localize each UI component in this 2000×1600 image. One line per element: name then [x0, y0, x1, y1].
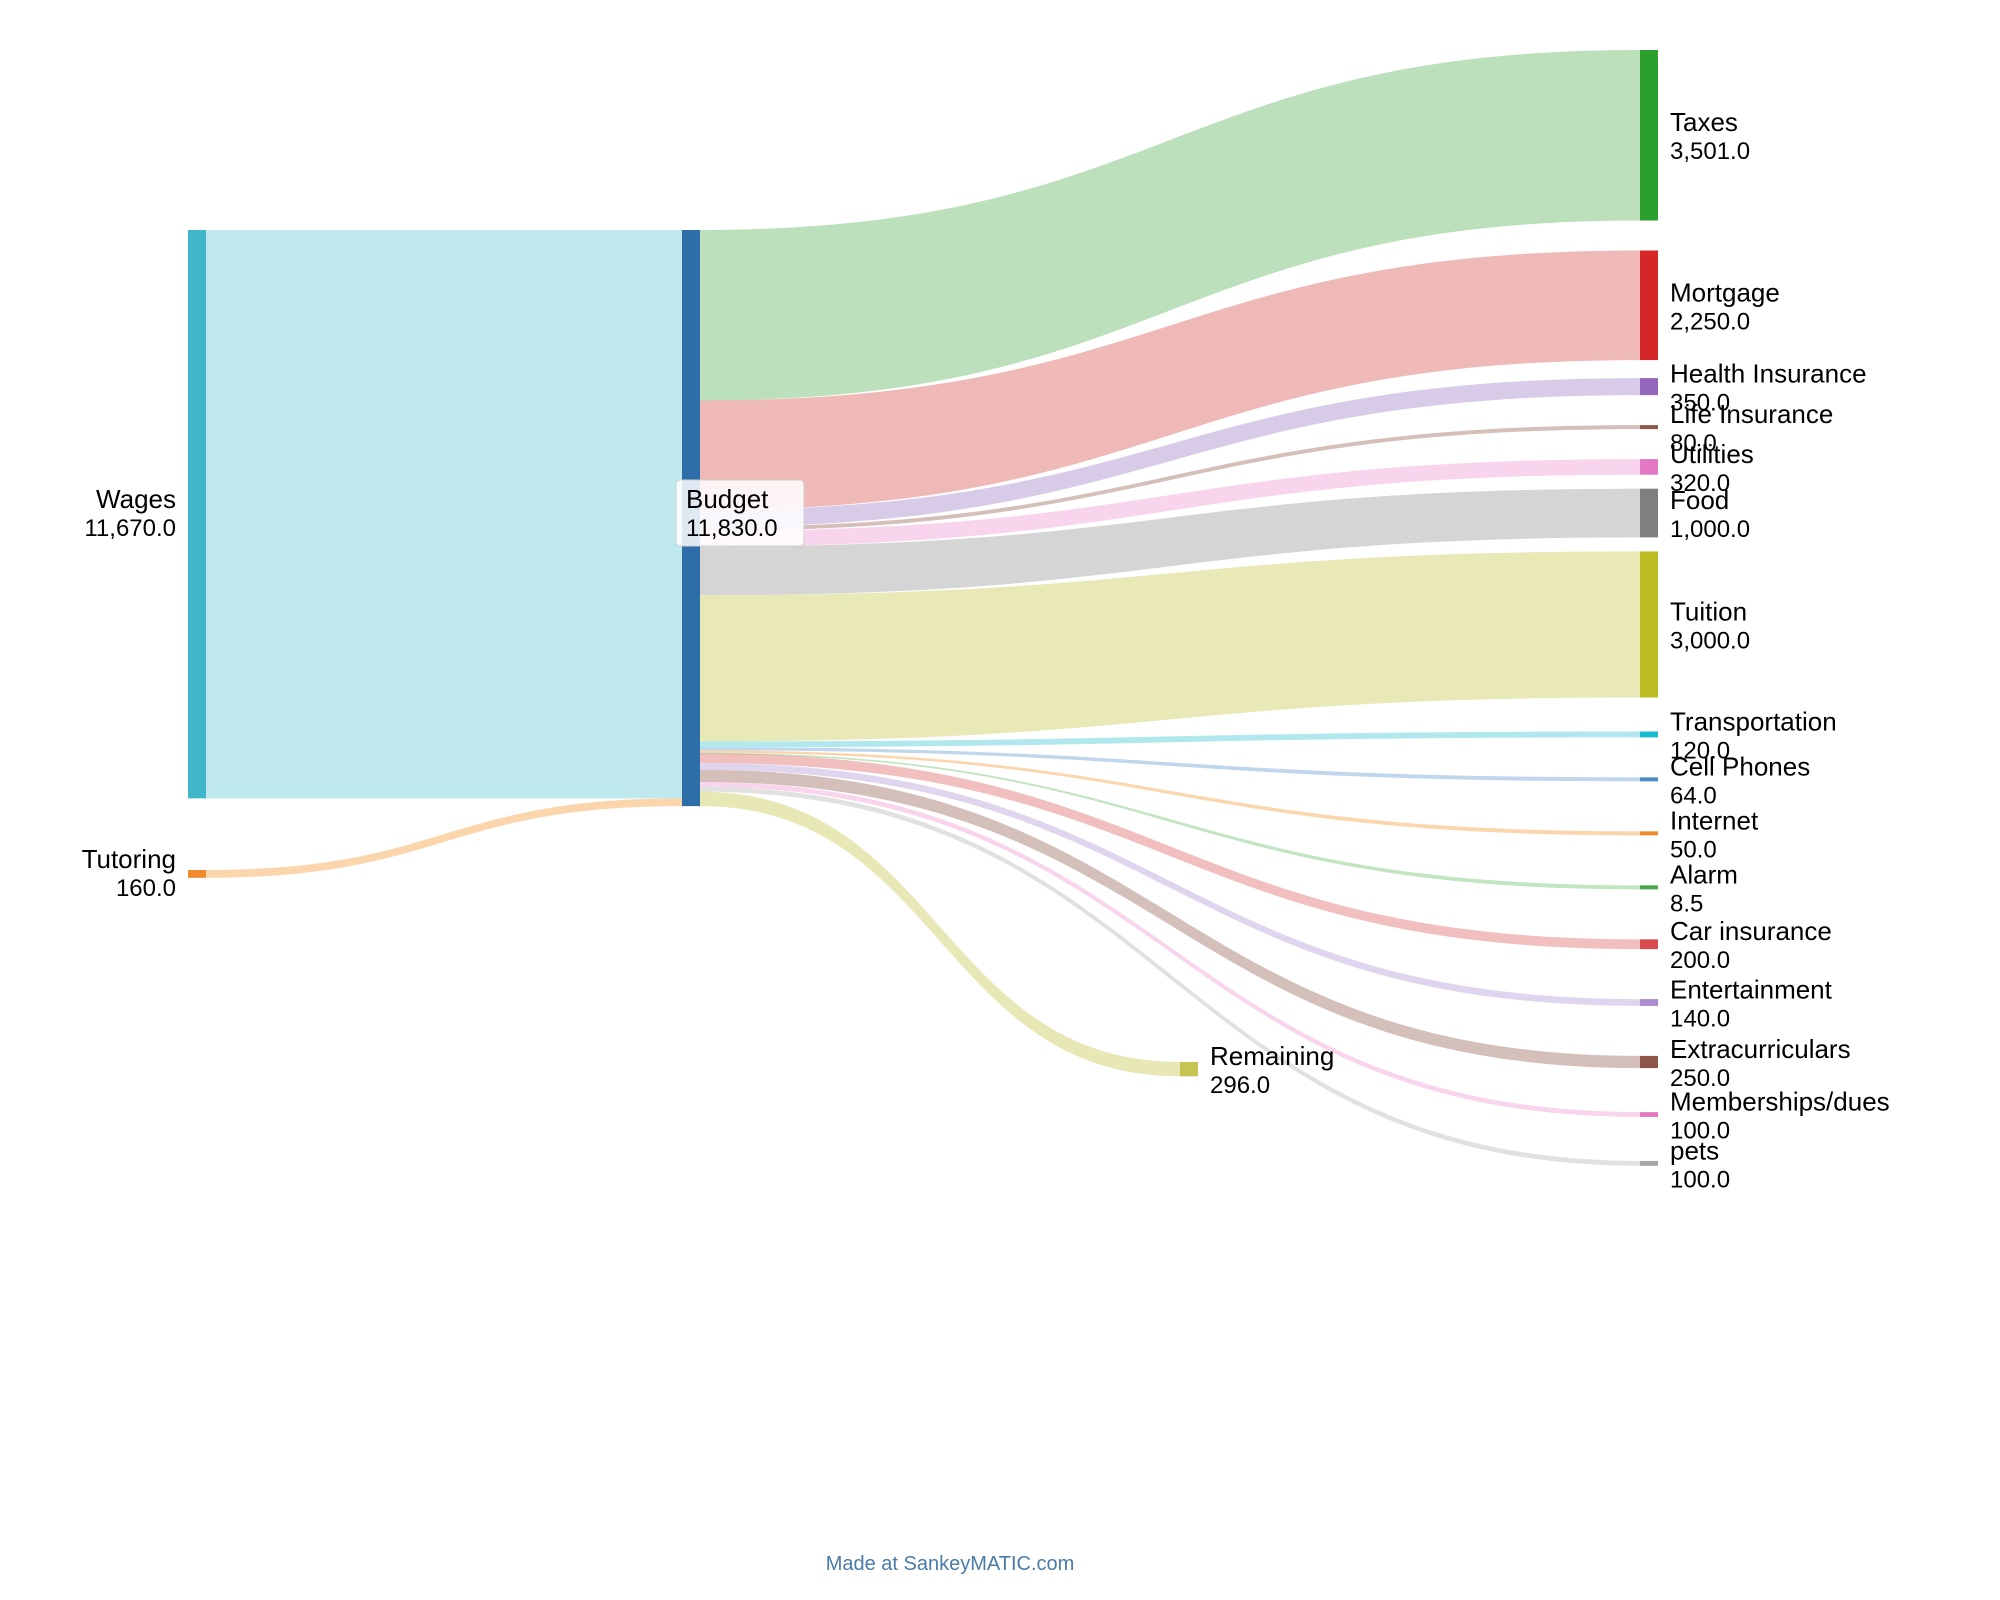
- label-internet: Internet: [1670, 805, 1759, 835]
- label-taxes: Taxes: [1670, 107, 1738, 137]
- label-pets: pets: [1670, 1135, 1719, 1165]
- label-budget: Budget: [686, 484, 769, 514]
- node-remaining: [1180, 1062, 1198, 1076]
- label-extracurr: Extracurriculars: [1670, 1034, 1851, 1064]
- value-wages: 11,670.0: [84, 515, 176, 542]
- link-wages-budget: [206, 230, 682, 798]
- label-tuition: Tuition: [1670, 596, 1747, 626]
- attribution: Made at SankeyMATIC.com: [826, 1553, 1075, 1575]
- value-budget: 11,830.0: [686, 515, 778, 542]
- label-remaining: Remaining: [1210, 1041, 1334, 1071]
- label-healthins: Health Insurance: [1670, 359, 1867, 389]
- value-pets: 100.0: [1670, 1166, 1730, 1193]
- label-carins: Car insurance: [1670, 916, 1832, 946]
- node-tuition: [1640, 551, 1658, 697]
- value-tuition: 3,000.0: [1670, 627, 1750, 654]
- value-mortgage: 2,250.0: [1670, 308, 1750, 335]
- value-taxes: 3,501.0: [1670, 138, 1750, 165]
- label-tutoring: Tutoring: [82, 844, 176, 874]
- link-budget-extracurr: [700, 770, 1640, 1068]
- links-group: [206, 50, 1640, 1166]
- node-healthins: [1640, 378, 1658, 395]
- sankey-diagram: Wages11,670.0 Tutoring160.0 Budget11,830.0…: [0, 0, 2000, 1600]
- value-entertain: 140.0: [1670, 1005, 1730, 1032]
- node-alarm: [1640, 885, 1658, 889]
- node-lifeins: [1640, 425, 1658, 429]
- node-taxes: [1640, 50, 1658, 220]
- node-entertain: [1640, 999, 1658, 1006]
- node-memberships: [1640, 1112, 1658, 1117]
- label-cellphones: Cell Phones: [1670, 751, 1810, 781]
- link-budget-remaining: [700, 792, 1180, 1077]
- node-food: [1640, 489, 1658, 538]
- value-alarm: 8.5: [1670, 890, 1703, 917]
- label-memberships: Memberships/dues: [1670, 1087, 1890, 1117]
- node-transport: [1640, 732, 1658, 738]
- node-utilities: [1640, 459, 1658, 475]
- node-internet: [1640, 831, 1658, 835]
- label-food: Food: [1670, 485, 1729, 515]
- label-utilities: Utilities: [1670, 439, 1754, 469]
- label-wages: Wages: [96, 484, 176, 514]
- label-mortgage: Mortgage: [1670, 277, 1780, 307]
- label-transport: Transportation: [1670, 706, 1837, 736]
- node-cellphones: [1640, 777, 1658, 781]
- node-wages: [188, 230, 206, 798]
- value-remaining: 296.0: [1210, 1072, 1270, 1099]
- value-carins: 200.0: [1670, 947, 1730, 974]
- link-tutoring-budget: [206, 798, 682, 877]
- value-tutoring: 160.0: [116, 875, 176, 902]
- node-extracurr: [1640, 1056, 1658, 1068]
- label-lifeins: Life Insurance: [1670, 399, 1833, 429]
- node-pets: [1640, 1161, 1658, 1166]
- value-food: 1,000.0: [1670, 516, 1750, 543]
- label-alarm: Alarm: [1670, 859, 1738, 889]
- label-entertain: Entertainment: [1670, 974, 1833, 1004]
- node-carins: [1640, 939, 1658, 949]
- node-tutoring: [188, 870, 206, 878]
- node-mortgage: [1640, 250, 1658, 360]
